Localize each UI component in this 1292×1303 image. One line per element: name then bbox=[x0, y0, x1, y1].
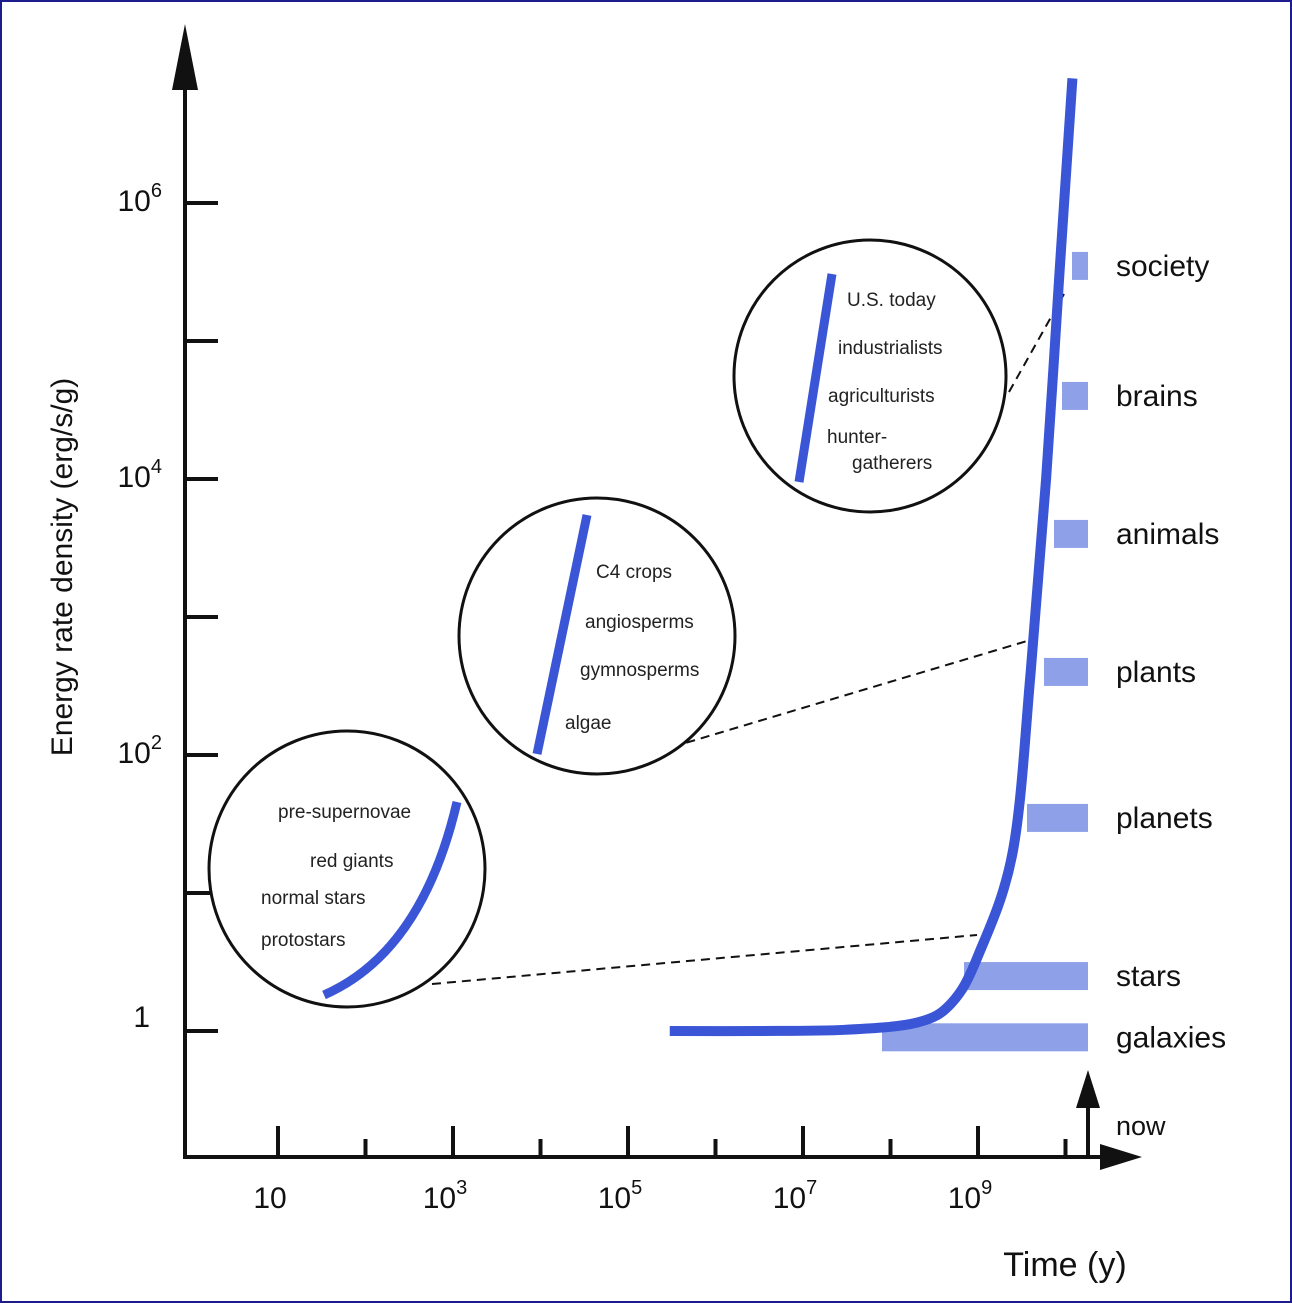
inset-plants-label-4: algae bbox=[565, 713, 612, 734]
stage-label-plants: plants bbox=[1116, 656, 1196, 689]
stage-bands bbox=[882, 251, 1088, 1052]
inset-plants-label-3: gymnosperms bbox=[580, 660, 699, 681]
now-marker: now bbox=[1076, 1070, 1166, 1157]
x-tick-label: 109 bbox=[948, 1177, 993, 1215]
inset-stars-label-4: protostars bbox=[261, 930, 345, 951]
stage-label-stars: stars bbox=[1116, 960, 1181, 993]
stage-band-brains bbox=[1062, 381, 1088, 410]
inset-society: U.S. today industrialists agriculturists… bbox=[732, 238, 1008, 514]
connector-stars bbox=[431, 934, 978, 985]
y-tick-label: 102 bbox=[118, 732, 163, 770]
stage-band-plants bbox=[1044, 657, 1088, 686]
inset-stars: pre-supernovae red giants normal stars p… bbox=[207, 729, 487, 1009]
x-tick-label: 107 bbox=[773, 1177, 818, 1215]
inset-society-line bbox=[794, 273, 837, 483]
inset-plants-label-2: angiosperms bbox=[585, 612, 694, 633]
x-axis-arrow-icon bbox=[1100, 1144, 1142, 1170]
stage-label-planets: planets bbox=[1116, 802, 1213, 835]
inset-society-label-3: agriculturists bbox=[828, 386, 935, 407]
x-axis-label: Time (y) bbox=[1003, 1246, 1126, 1284]
stage-band-animals bbox=[1054, 519, 1088, 548]
stage-band-stars bbox=[964, 962, 1088, 991]
y-ticks: 1 102 104 106 bbox=[118, 180, 218, 1034]
y-tick-label: 106 bbox=[118, 180, 163, 218]
inset-society-label-2: industrialists bbox=[838, 338, 943, 359]
inset-plants: C4 crops angiosperms gymnosperms algae bbox=[457, 496, 737, 776]
stage-band-planets bbox=[1027, 803, 1088, 832]
inset-plants-line bbox=[532, 514, 592, 755]
y-tick-label: 104 bbox=[118, 456, 163, 494]
inset-stars-label-2: red giants bbox=[310, 851, 393, 872]
inset-stars-curve bbox=[322, 800, 462, 1000]
stage-band-society bbox=[1072, 251, 1088, 280]
now-arrow-icon bbox=[1076, 1070, 1100, 1108]
x-tick-label: 10 bbox=[253, 1182, 286, 1215]
x-ticks: 10 103 105 107 109 bbox=[253, 1126, 1068, 1215]
stage-label-brains: brains bbox=[1116, 380, 1198, 413]
inset-society-label-5: gatherers bbox=[852, 453, 932, 474]
x-tick-label: 103 bbox=[423, 1177, 468, 1215]
main-curve bbox=[669, 78, 1078, 1037]
x-tick-label: 105 bbox=[598, 1177, 643, 1215]
y-axis-label: Energy rate density (erg/s/g) bbox=[46, 378, 79, 757]
y-tick-label: 1 bbox=[133, 1001, 150, 1034]
stage-band-galaxies bbox=[882, 1023, 1088, 1052]
connector-plants bbox=[671, 637, 1038, 748]
now-label: now bbox=[1116, 1111, 1166, 1141]
inset-stars-label-1: pre-supernovae bbox=[278, 802, 411, 823]
inset-plants-label-1: C4 crops bbox=[596, 562, 672, 583]
stage-label-society: society bbox=[1116, 250, 1209, 283]
stage-label-animals: animals bbox=[1116, 518, 1219, 551]
inset-plants-circle bbox=[457, 496, 737, 776]
inset-stars-label-3: normal stars bbox=[261, 888, 366, 909]
inset-society-label-4: hunter- bbox=[827, 427, 887, 448]
inset-society-label-1: U.S. today bbox=[847, 290, 936, 311]
inset-stars-circle bbox=[207, 729, 487, 1009]
stage-label-galaxies: galaxies bbox=[1116, 1021, 1226, 1054]
y-axis-arrow-icon bbox=[172, 24, 198, 90]
stage-labels: society brains animals plants planets stars ga… bbox=[1116, 250, 1226, 1054]
